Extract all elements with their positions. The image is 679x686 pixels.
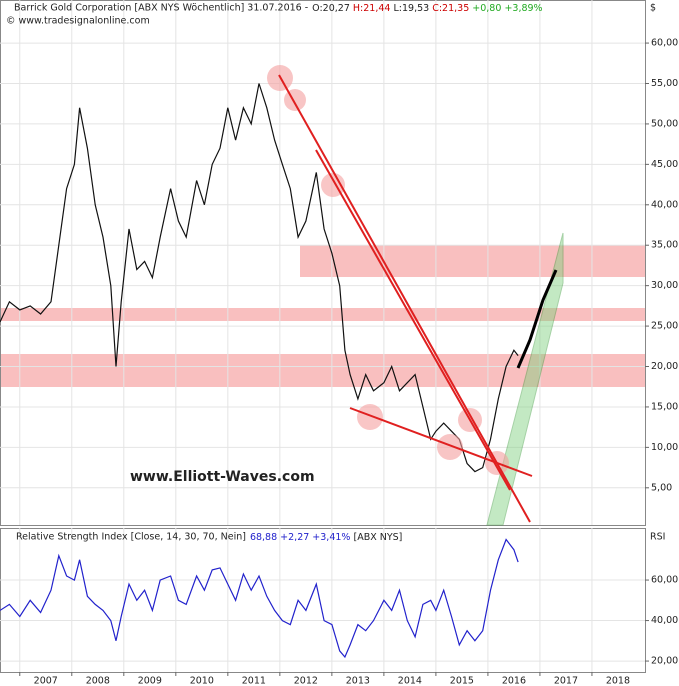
- zones: [1, 245, 645, 387]
- y-tick-label: 25,00: [651, 321, 678, 332]
- pivot: [357, 404, 383, 430]
- y-tick-label: 20,00: [651, 656, 678, 667]
- price-panel: [0, 0, 646, 526]
- x-tick-label: 2008: [86, 676, 110, 686]
- annotations: [267, 65, 564, 526]
- x-tick-label: 2011: [242, 676, 266, 686]
- resistance-zone: [300, 245, 645, 277]
- rsi-plot: [0, 528, 645, 672]
- trend-line: [278, 74, 531, 523]
- quote-value: O:20,27: [312, 3, 350, 14]
- x-tick-label: 2017: [554, 676, 578, 686]
- watermark: www.Elliott-Waves.com: [130, 469, 315, 485]
- rsi-panel: [0, 528, 646, 673]
- y-tick-label: 50,00: [651, 118, 678, 129]
- trend-channel: [486, 232, 564, 526]
- x-tick-label: 2010: [190, 676, 214, 686]
- y-tick-label: 45,00: [651, 159, 678, 170]
- data-line: [0, 538, 519, 659]
- rsi-title: Relative Strength Index [Close, 14, 30, …: [16, 532, 246, 543]
- quote-value: C:21,35: [432, 3, 469, 14]
- x-tick-label: 2012: [294, 676, 318, 686]
- y-tick-label: 5,00: [651, 482, 672, 493]
- quote-values: O:20,27 H:21,44 L:19,53 C:21,35 +0,80 +3…: [312, 3, 542, 14]
- quote-value: +0,80: [472, 3, 501, 14]
- quote-value: 68,88 +2,27 +3,41%: [250, 532, 351, 543]
- trend-line: [349, 407, 533, 477]
- unit: RSI: [650, 532, 665, 543]
- quote-value: L:19,53: [393, 3, 429, 14]
- x-tick-label: 2009: [138, 676, 162, 686]
- trend-line: [315, 149, 511, 491]
- quote-value: H:21,44: [353, 3, 391, 14]
- quote-value: +3,89%: [504, 3, 542, 14]
- x-tick-label: 2016: [502, 676, 526, 686]
- support-zone: [1, 354, 645, 387]
- x-tick-label: 2014: [398, 676, 422, 686]
- price-plot: [0, 0, 645, 525]
- unit: $: [650, 3, 656, 14]
- projection-arrow: [516, 269, 558, 369]
- source: © www.tradesignalonline.com: [6, 16, 150, 27]
- x-tick-label: 2007: [34, 676, 58, 686]
- y-tick-label: 20,00: [651, 361, 678, 372]
- x-tick-label: 2015: [450, 676, 474, 686]
- quote-values: 68,88 +2,27 +3,41% [ABX NYS]: [250, 532, 402, 543]
- pivot: [284, 89, 306, 111]
- support-zone: [1, 308, 645, 321]
- x-tick-label: 2018: [606, 676, 630, 686]
- y-tick-label: 35,00: [651, 240, 678, 251]
- y-tick-label: 60,00: [651, 38, 678, 49]
- y-tick-label: 30,00: [651, 280, 678, 291]
- y-tick-label: 40,00: [651, 615, 678, 626]
- y-tick-label: 55,00: [651, 78, 678, 89]
- chart-title: Barrick Gold Corporation [ABX NYS Wöchen…: [14, 3, 308, 14]
- y-tick-label: 15,00: [651, 401, 678, 412]
- quote-value: [ABX NYS]: [353, 532, 402, 543]
- y-tick-label: 60,00: [651, 575, 678, 586]
- pivot: [437, 434, 463, 460]
- data-line: [0, 83, 519, 473]
- y-tick-label: 10,00: [651, 442, 678, 453]
- y-tick-label: 40,00: [651, 199, 678, 210]
- x-tick-label: 2013: [346, 676, 370, 686]
